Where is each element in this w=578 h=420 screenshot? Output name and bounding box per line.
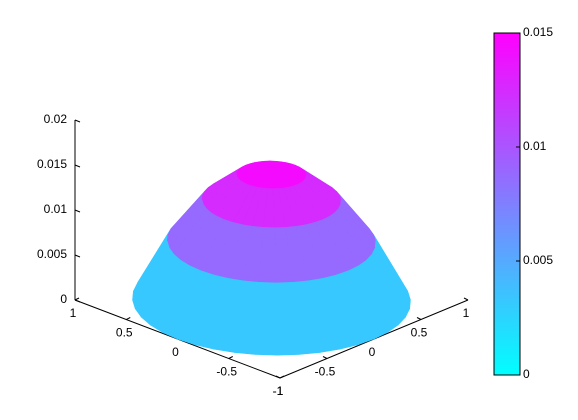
colorbar-tick-label: 0.015 [523,25,553,39]
x-tick [416,317,422,320]
colorbar-tick-label: 0.01 [523,139,547,153]
z-tick-label: 0.02 [44,112,68,126]
z-tick-label: 0 [60,292,67,306]
x-tick-label: -1 [273,384,284,398]
y-tick-label: -1 [273,384,284,398]
y-tick [126,317,131,320]
z-tick-label: 0.005 [37,247,67,261]
colorbar-tick-label: 0.005 [523,253,553,267]
x-tick [275,375,281,379]
y-tick [74,297,80,301]
y-tick [279,375,285,379]
y-tick-label: 0.5 [116,326,133,340]
y-tick [228,356,233,359]
surface-patch [275,282,300,356]
y-tick-label: 1 [70,306,77,320]
z-tick [74,119,81,123]
x-tick [322,356,328,359]
z-tick [74,164,81,168]
z-tick-label: 0.015 [37,157,67,171]
z-tick [74,254,81,258]
x-tick-label: 1 [463,306,470,320]
y-tick-label: -0.5 [216,365,237,379]
x-tick-label: 0.5 [411,326,428,340]
z-tick [74,209,81,213]
surface-patch [255,282,278,356]
colorbar-tick-label: 0 [523,367,530,381]
x-tick-label: 0 [369,345,376,359]
y-tick-label: 0 [172,345,179,359]
colorbar [493,32,521,376]
x-tick [463,297,469,301]
z-tick-label: 0.01 [44,202,68,216]
z-tick [74,299,81,303]
x-tick-label: -0.5 [315,365,336,379]
